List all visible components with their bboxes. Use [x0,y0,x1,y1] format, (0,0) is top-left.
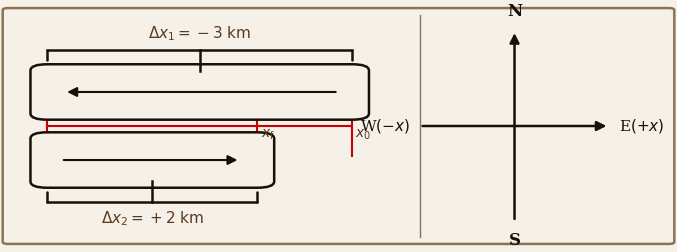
Text: $x_0$: $x_0$ [355,127,372,142]
FancyBboxPatch shape [3,8,674,244]
Text: S: S [508,232,521,249]
Text: $\Delta x_1 = -3\ \mathrm{km}$: $\Delta x_1 = -3\ \mathrm{km}$ [148,24,251,43]
Text: $x_\mathrm{f}$: $x_\mathrm{f}$ [261,127,275,142]
FancyBboxPatch shape [30,64,369,120]
Text: W$(-x)$: W$(-x)$ [359,117,410,135]
Text: $\Delta x_2 = +2\ \mathrm{km}$: $\Delta x_2 = +2\ \mathrm{km}$ [101,209,204,228]
FancyBboxPatch shape [30,132,274,188]
Text: E$(+x)$: E$(+x)$ [619,117,665,135]
Text: N: N [507,3,522,20]
